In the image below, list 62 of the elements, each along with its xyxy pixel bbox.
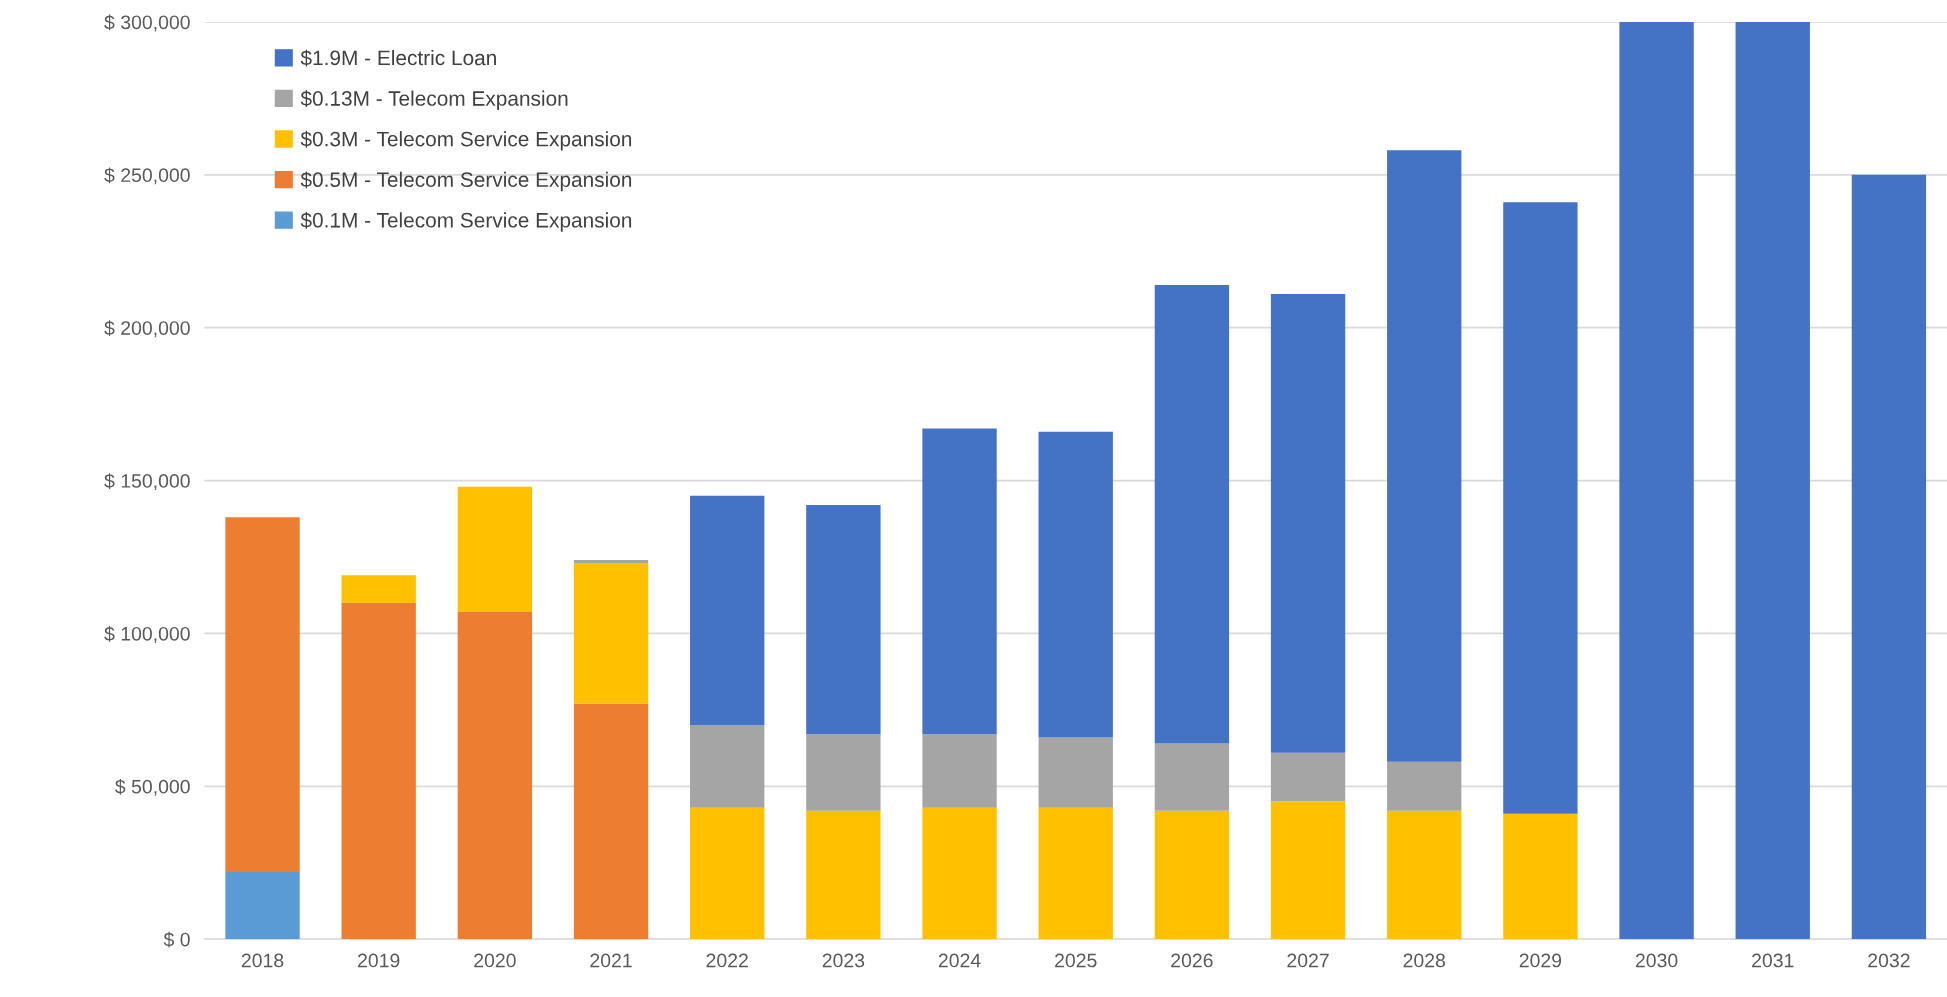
- bar: [806, 810, 881, 940]
- legend-label: $1.9M - Electric Loan: [300, 49, 496, 67]
- bar: [1154, 810, 1230, 940]
- bar: [573, 560, 649, 564]
- bar: [1387, 810, 1462, 940]
- bar: [573, 703, 649, 940]
- bar: [922, 807, 997, 940]
- x-tick-label: 2027: [1287, 953, 1329, 968]
- bar: [806, 505, 881, 735]
- x-tick-label: 2024: [938, 953, 981, 968]
- bar: [922, 734, 997, 808]
- y-tick-label: $ 0: [163, 931, 190, 948]
- y-tick-label: $ 300,000: [104, 14, 190, 32]
- bar: [1387, 761, 1462, 811]
- x-tick-label: 2026: [1171, 953, 1213, 968]
- legend-label: $0.5M - Telecom Service Expansion: [300, 171, 632, 192]
- bar: [1503, 202, 1578, 814]
- x-tick-label: 2032: [1868, 953, 1910, 968]
- x-tick-label: 2019: [358, 953, 400, 968]
- bar: [1154, 284, 1230, 744]
- bar: [1038, 807, 1113, 940]
- bar: [1387, 150, 1462, 762]
- bar: [690, 495, 765, 726]
- bar: [225, 871, 300, 940]
- bar: [1851, 174, 1927, 940]
- legend-label: $0.13M - Telecom Expansion: [300, 90, 568, 110]
- x-tick-label: 2030: [1635, 953, 1678, 968]
- bar: [1270, 294, 1346, 753]
- bar: [457, 612, 533, 940]
- legend-label: $0.3M - Telecom Service Expansion: [300, 130, 632, 151]
- x-tick-label: 2023: [822, 953, 865, 968]
- bar: [341, 602, 416, 940]
- bar: [806, 734, 881, 811]
- bar: [1154, 743, 1230, 811]
- y-tick-label: $ 250,000: [104, 167, 190, 185]
- y-tick-label: $ 50,000: [115, 778, 190, 796]
- bar: [457, 486, 533, 613]
- y-tick-label: $ 100,000: [104, 626, 190, 643]
- x-tick-label: 2031: [1752, 953, 1794, 968]
- bar: [1038, 737, 1113, 808]
- bar: [1038, 431, 1113, 738]
- x-tick-label: 2022: [706, 953, 748, 968]
- x-tick-label: 2028: [1403, 953, 1446, 968]
- bar: [225, 517, 300, 872]
- bar: [1503, 813, 1578, 940]
- x-tick-label: 2020: [474, 953, 516, 968]
- bar: [1735, 21, 1810, 940]
- bar: [341, 575, 416, 603]
- legend-label: $0.1M - Telecom Service Expansion: [300, 211, 632, 232]
- x-tick-label: 2029: [1519, 953, 1562, 968]
- y-tick-label: $ 150,000: [104, 473, 190, 491]
- bar: [922, 428, 997, 735]
- bar: [1270, 801, 1346, 940]
- bar: [1619, 21, 1694, 940]
- x-tick-label: 2018: [241, 953, 284, 968]
- bar: [690, 725, 765, 808]
- bar: [690, 807, 765, 940]
- y-tick-label: $ 200,000: [104, 320, 190, 338]
- x-tick-label: 2025: [1055, 953, 1097, 968]
- x-tick-label: 2021: [590, 953, 632, 968]
- bar: [573, 563, 649, 704]
- bar: [1270, 752, 1346, 802]
